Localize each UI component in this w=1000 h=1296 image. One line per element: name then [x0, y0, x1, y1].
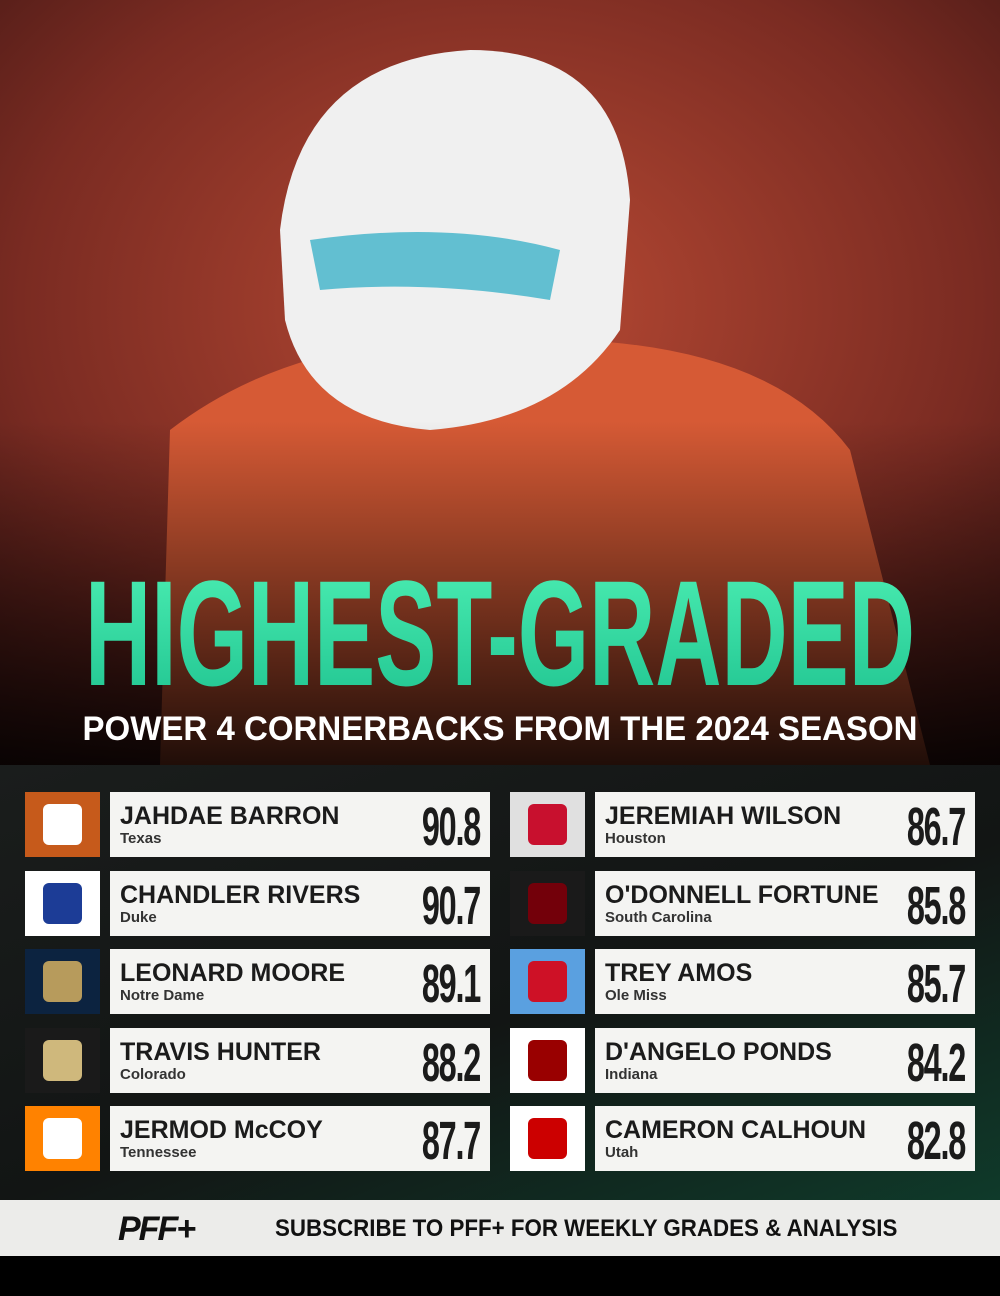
player-grade: 84.2 [906, 1032, 966, 1093]
logo-mark [528, 1118, 567, 1159]
player-name: JERMOD McCOY [120, 1116, 323, 1144]
player-school: Texas [120, 830, 162, 847]
player-grade: 86.7 [906, 797, 966, 857]
team-logo [510, 1106, 585, 1171]
subtitle: POWER 4 CORNERBACKS FROM THE 2024 SEASON [83, 710, 918, 748]
player-grade: 90.8 [421, 797, 481, 857]
player-name: O'DONNELL FORTUNE [605, 880, 879, 909]
player-name: CHANDLER RIVERS [120, 880, 361, 909]
logo-mark [528, 961, 567, 1002]
logo-mark [43, 1039, 82, 1081]
hero: HIGHEST-GRADED POWER 4 CORNERBACKS FROM … [0, 0, 1000, 765]
player-name: D'ANGELO PONDS [605, 1037, 832, 1066]
title: HIGHEST-GRADED [85, 549, 915, 717]
player-grade: 90.7 [421, 875, 481, 936]
player-school: Utah [605, 1144, 639, 1161]
brand: PFF+ [118, 1210, 196, 1248]
logo-mark [43, 804, 82, 845]
player-school: Notre Dame [120, 987, 205, 1004]
logo-mark [43, 961, 82, 1002]
player-school: Houston [605, 830, 666, 847]
shade [0, 0, 1000, 765]
player-school: Colorado [120, 1065, 186, 1083]
player-school: Indiana [605, 1065, 658, 1083]
player-grade: 87.7 [421, 1111, 481, 1171]
team-logo [510, 949, 585, 1014]
footer: PFF+ SUBSCRIBE TO PFF+ FOR WEEKLY GRADES… [0, 1200, 1000, 1256]
player-card: JEREMIAH WILSON Houston 86.7 [595, 792, 975, 857]
team-logo [25, 792, 100, 857]
player-card: TREY AMOS Ole Miss 85.7 [595, 949, 975, 1014]
player-school: South Carolina [605, 908, 712, 926]
player-name: LEONARD MOORE [120, 959, 345, 987]
player-card: CAMERON CALHOUN Utah 82.8 [595, 1106, 975, 1171]
player-card: O'DONNELL FORTUNE South Carolina 85.8 [595, 870, 975, 936]
player-card: LEONARD MOORE Notre Dame 89.1 [110, 949, 490, 1014]
player-card: TRAVIS HUNTER Colorado 88.2 [110, 1027, 490, 1093]
logo-mark [43, 882, 82, 924]
player-card: D'ANGELO PONDS Indiana 84.2 [595, 1027, 975, 1093]
player-name: JEREMIAH WILSON [605, 802, 842, 830]
player-card: JERMOD McCOY Tennessee 87.7 [110, 1106, 490, 1171]
player-card: JAHDAE BARRON Texas 90.8 [110, 792, 490, 857]
rankings-panel: JAHDAE BARRON Texas 90.8 CHANDLER RIVERS Duk… [0, 765, 1000, 1200]
logo-mark [528, 1039, 567, 1081]
player-school: Duke [120, 908, 157, 926]
team-logo [25, 949, 100, 1014]
logo-mark [528, 804, 567, 845]
player-school: Tennessee [120, 1144, 197, 1161]
footer-text: SUBSCRIBE TO PFF+ FOR WEEKLY GRADES & AN… [275, 1215, 898, 1242]
logo-mark [528, 882, 567, 924]
player-school: Ole Miss [605, 987, 667, 1004]
player-card: CHANDLER RIVERS Duke 90.7 [110, 870, 490, 936]
player-name: TREY AMOS [605, 959, 753, 987]
logo-mark [43, 1118, 82, 1159]
player-name: TRAVIS HUNTER [120, 1037, 321, 1066]
player-name: JAHDAE BARRON [120, 802, 340, 830]
team-logo [25, 1027, 100, 1093]
player-grade: 89.1 [421, 954, 481, 1014]
team-logo [25, 1106, 100, 1171]
player-grade: 82.8 [906, 1111, 966, 1171]
team-logo [510, 870, 585, 936]
player-name: CAMERON CALHOUN [605, 1116, 867, 1144]
player-grade: 85.8 [906, 875, 966, 936]
player-grade: 85.7 [906, 954, 966, 1014]
team-logo [510, 792, 585, 857]
player-grade: 88.2 [421, 1032, 481, 1093]
team-logo [510, 1027, 585, 1093]
team-logo [25, 870, 100, 936]
